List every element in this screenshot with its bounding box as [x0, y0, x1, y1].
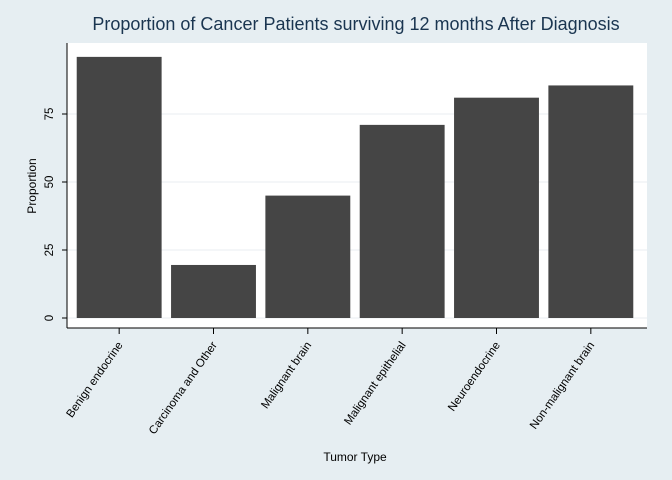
y-tick-label: 75: [44, 108, 56, 121]
bar: [359, 124, 445, 318]
y-axis-label: Proportion: [25, 158, 39, 213]
bar: [454, 97, 539, 319]
bar: [76, 56, 162, 318]
y-axis-ticks: 0 25 50 75: [44, 108, 67, 321]
x-axis-label: Tumor Type: [323, 450, 387, 464]
chart-title: Proportion of Cancer Patients surviving …: [92, 14, 619, 34]
bar: [171, 264, 256, 318]
y-tick-label: 25: [44, 244, 56, 257]
y-tick-label: 50: [44, 176, 56, 189]
y-tick-label: 0: [44, 315, 56, 321]
bar: [548, 85, 634, 318]
bar: [265, 195, 351, 318]
axes: [66, 43, 647, 329]
bars: [76, 56, 634, 319]
